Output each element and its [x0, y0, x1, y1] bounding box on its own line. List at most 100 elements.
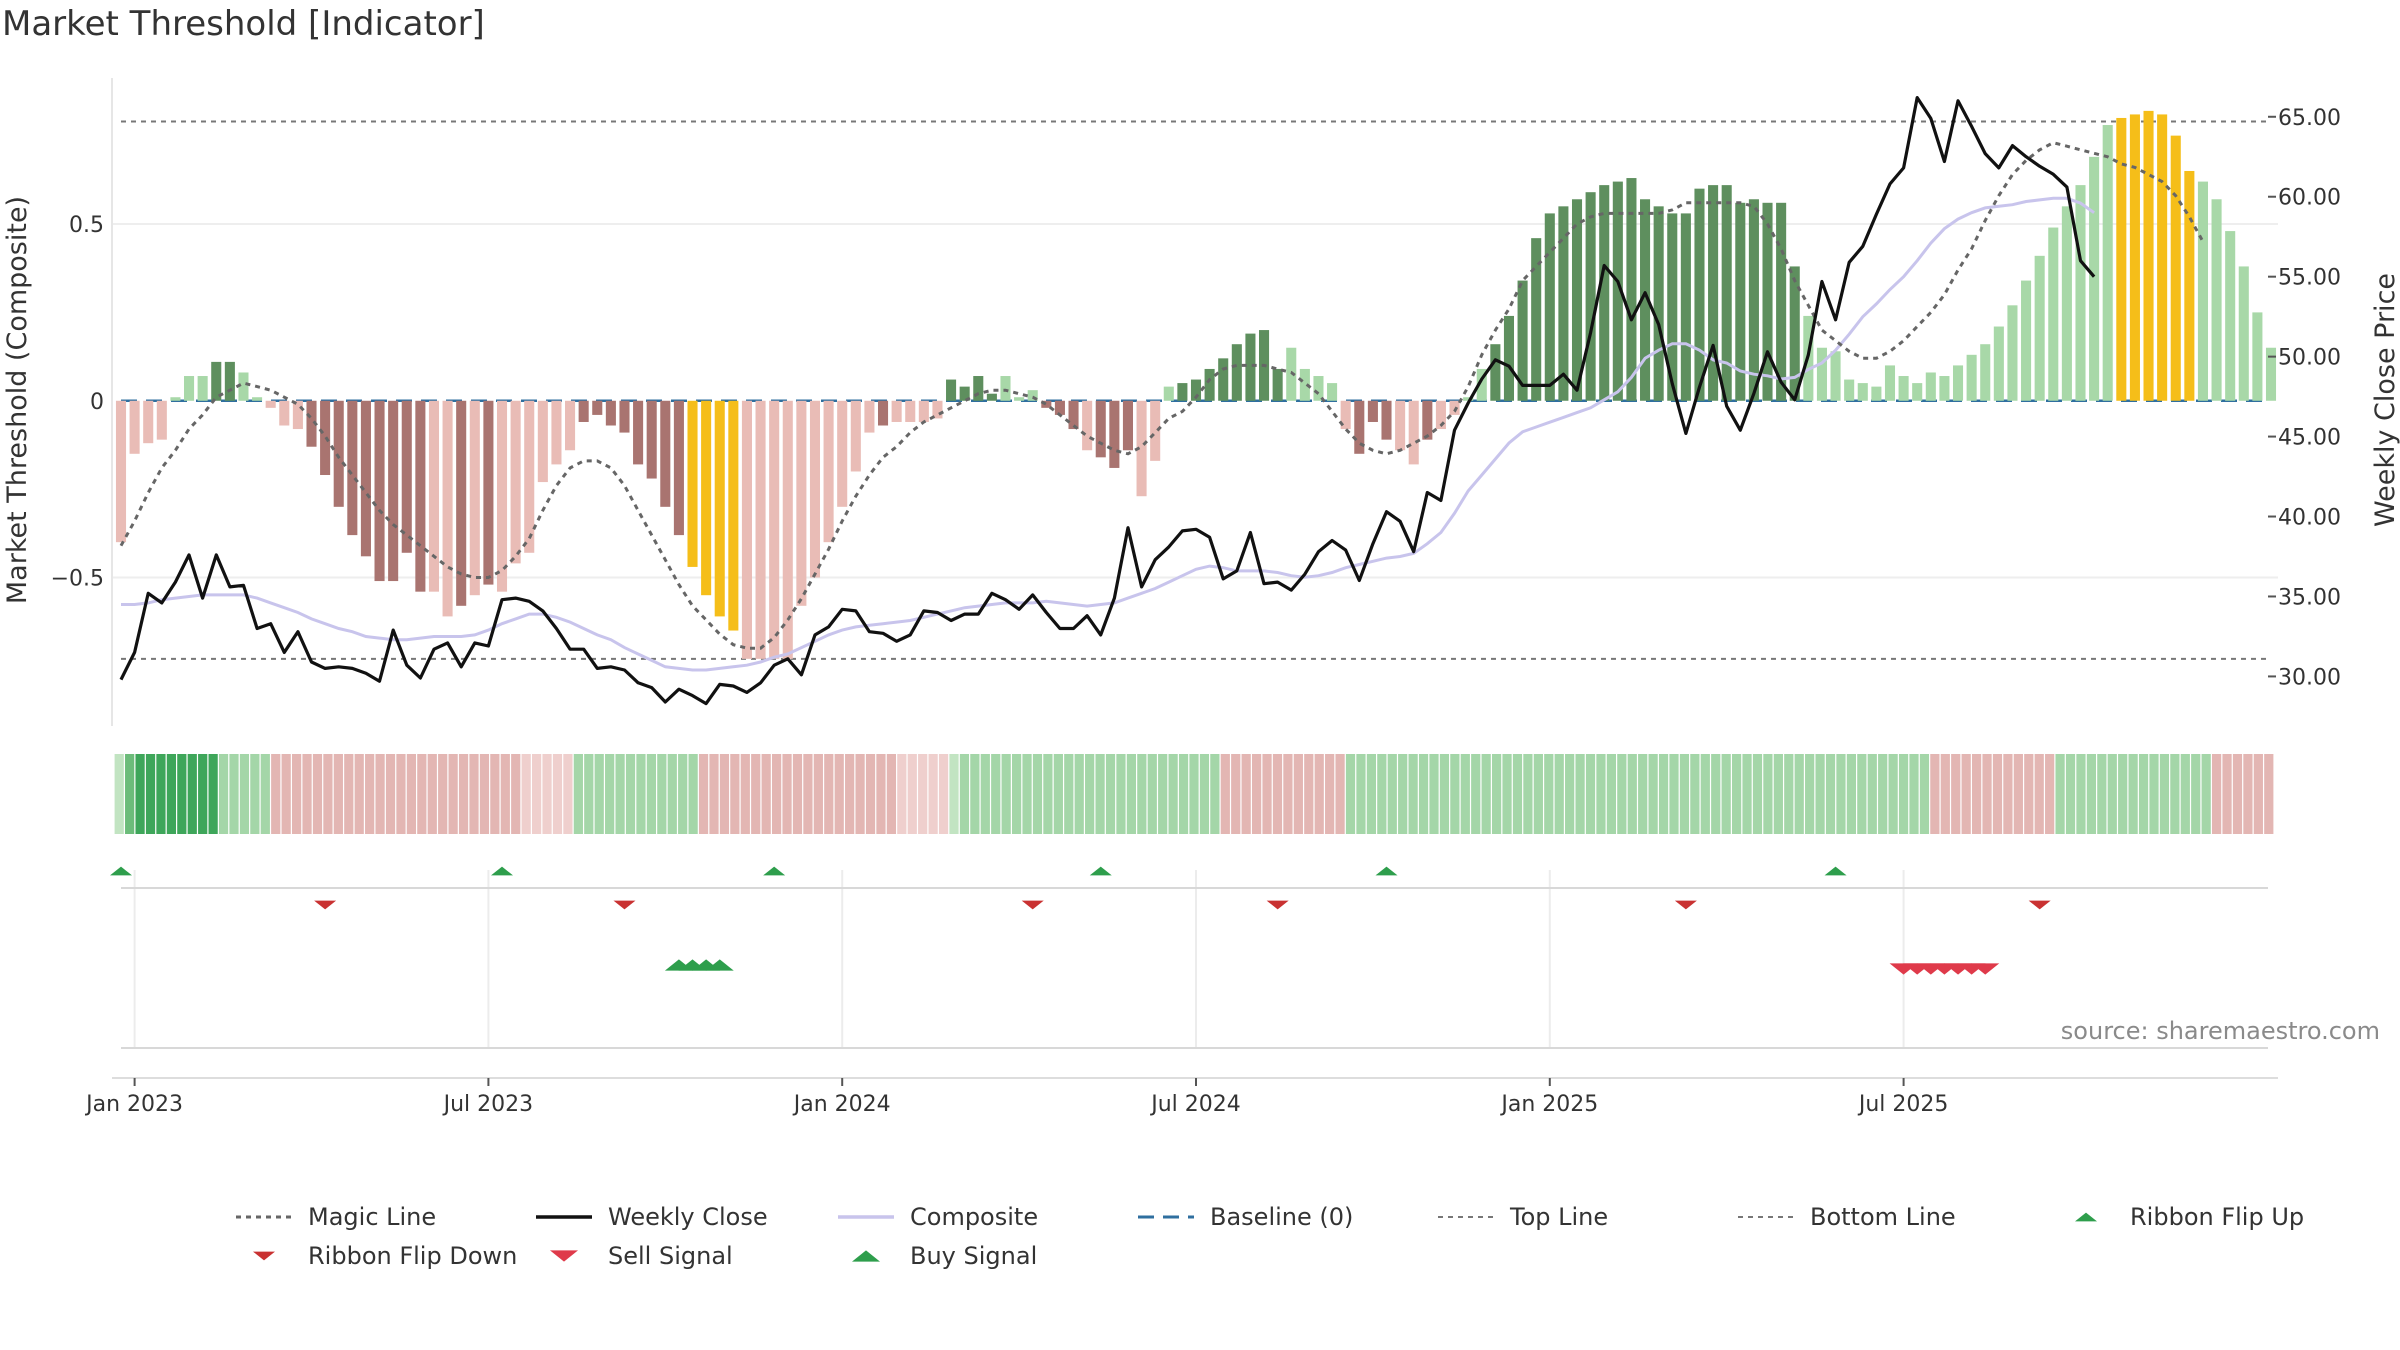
ribbon-cell	[1105, 754, 1116, 834]
ribbon-cell	[1690, 754, 1700, 834]
ribbon-cell	[1304, 754, 1314, 834]
composite-bar	[1952, 365, 1964, 401]
composite-bar	[578, 400, 589, 422]
ribbon-cell	[396, 754, 406, 834]
composite-bar	[265, 400, 276, 408]
ribbon-cell	[1951, 754, 1961, 834]
composite-bar	[1435, 400, 1446, 430]
ribbon-cell	[312, 754, 323, 834]
ribbon-cell	[198, 754, 208, 834]
ribbon-cell	[761, 754, 771, 834]
ribbon-strip	[114, 754, 2274, 834]
composite-bar	[2129, 114, 2140, 401]
composite-bar	[2075, 185, 2086, 401]
ribbon-cell	[187, 754, 197, 834]
ribbon-cell	[542, 754, 552, 834]
composite-bar	[333, 400, 344, 507]
ribbon-cell	[719, 754, 730, 834]
y-tick-right: 30.00	[2278, 665, 2341, 690]
ribbon-cell	[2191, 754, 2201, 834]
composite-bar	[660, 400, 671, 507]
ribbon-cell	[250, 754, 260, 834]
ribbon-cell	[876, 754, 886, 834]
ribbon-cell	[500, 754, 510, 834]
composite-bar	[469, 400, 480, 596]
ribbon-cell	[1867, 754, 1877, 834]
ribbon-cell	[886, 754, 897, 834]
legend-label-flipup: Ribbon Flip Up	[2130, 1203, 2304, 1231]
ribbon-cell	[1335, 754, 1345, 834]
ribbon-cell	[1544, 754, 1554, 834]
composite-bar	[809, 400, 821, 578]
composite-bar	[1517, 280, 1528, 401]
ribbon-cell	[1158, 754, 1168, 834]
ribbon-cell	[1617, 754, 1627, 834]
ribbon-cell	[1731, 754, 1742, 834]
legend-item-magic: Magic Line	[236, 1203, 436, 1231]
ribbon-cell	[1032, 754, 1043, 834]
composite-bar	[1395, 400, 1406, 451]
ribbon-cell	[1387, 754, 1397, 834]
ribbon-cell	[1439, 754, 1450, 834]
legend-item-bottom: Bottom Line	[1738, 1203, 1956, 1231]
x-tick-label: Jan 2023	[84, 1092, 183, 1117]
composite-bar	[1571, 199, 1583, 401]
legend-label-magic: Magic Line	[308, 1203, 436, 1231]
ribbon-cell	[1930, 754, 1940, 834]
ribbon-cell	[1773, 754, 1783, 834]
ribbon-flip-down-marker	[314, 900, 337, 910]
ribbon-cell	[406, 754, 417, 834]
composite-bar	[388, 400, 399, 582]
ribbon-cell	[1554, 754, 1564, 834]
composite-bar	[2102, 125, 2113, 401]
legend-label-close: Weekly Close	[608, 1203, 768, 1231]
legend-item-baseline: Baseline (0)	[1138, 1203, 1353, 1231]
composite-bar	[456, 400, 467, 606]
ribbon-cell	[354, 754, 364, 834]
ribbon-cell	[1377, 754, 1387, 834]
legend-swatch-buy	[852, 1250, 880, 1262]
y-tick-right: 65.00	[2278, 106, 2341, 131]
legend-label-bottom: Bottom Line	[1810, 1203, 1956, 1231]
composite-bar	[1980, 344, 1991, 401]
legend-swatch-flip-down	[253, 1251, 275, 1261]
legend-swatch-sell	[550, 1250, 578, 1262]
composite-bar	[1680, 213, 1691, 401]
composite-bar	[496, 400, 508, 592]
composite-bar	[1218, 358, 1229, 401]
composite-bar	[2048, 227, 2059, 401]
ribbon-cell	[1919, 754, 1930, 834]
composite-bar	[1476, 368, 1487, 401]
ribbon-cell	[1815, 754, 1825, 834]
ribbon-cell	[1575, 754, 1585, 834]
composite-bar	[1163, 386, 1174, 401]
ribbon-cell	[771, 754, 782, 834]
ribbon-cell	[229, 754, 239, 834]
ribbon-cell	[135, 754, 145, 834]
ribbon-cell	[803, 754, 813, 834]
composite-bar	[1027, 390, 1038, 401]
composite-bar	[633, 400, 644, 465]
composite-bar	[1939, 376, 1950, 401]
ribbon-cell	[657, 754, 667, 834]
ribbon-cell	[1606, 754, 1617, 834]
composite-bar	[537, 400, 548, 483]
ribbon-cell	[980, 754, 990, 834]
ribbon-cell	[1168, 754, 1178, 834]
composite-bar	[864, 400, 875, 433]
ribbon-cell	[1064, 754, 1074, 834]
ribbon-cell	[552, 754, 563, 834]
composite-bar	[1816, 347, 1827, 401]
composite-bar	[184, 376, 195, 401]
composite-bar	[769, 400, 780, 659]
ribbon-cell	[1241, 754, 1251, 834]
composite-bar	[877, 400, 889, 426]
composite-bar	[510, 400, 521, 564]
ribbon-cell	[970, 754, 980, 834]
composite-bar	[252, 397, 263, 401]
ribbon-cell	[1137, 754, 1147, 834]
composite-bar	[714, 400, 725, 617]
ribbon-cell	[740, 754, 750, 834]
y-tick-left: −0.5	[51, 567, 104, 592]
ribbon-cell	[1116, 754, 1126, 834]
